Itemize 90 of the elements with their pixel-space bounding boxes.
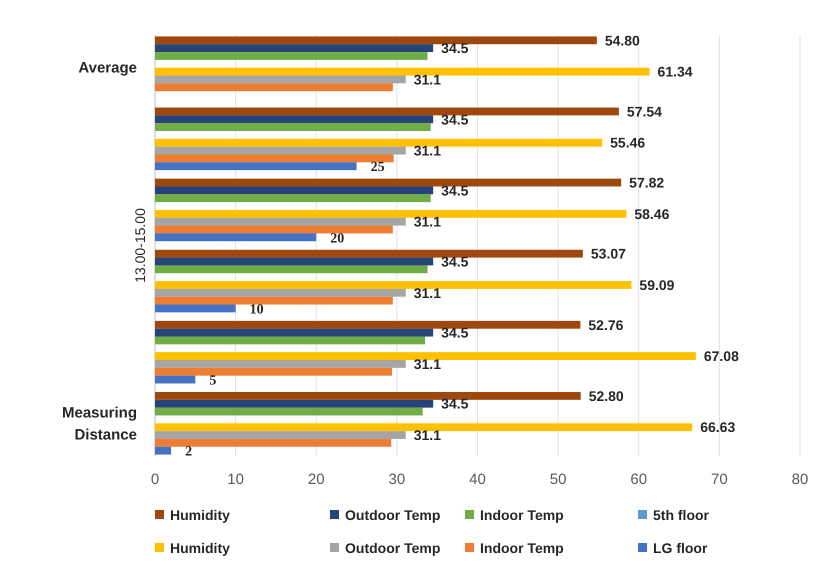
legend-label: Outdoor Temp [345, 540, 440, 556]
y-tick-label: Measuring Distance [62, 404, 137, 444]
data-label: 31.1 [414, 427, 442, 444]
bar [155, 250, 583, 258]
bar [155, 123, 431, 132]
data-label: 58.46 [634, 206, 670, 222]
data-label: 31.1 [414, 284, 442, 301]
data-label: 57.54 [626, 103, 662, 120]
data-label: 31.1 [414, 356, 442, 372]
bar [155, 376, 196, 384]
data-label: 57.82 [629, 174, 664, 191]
x-tick-label: 10 [227, 471, 244, 488]
bar [155, 154, 394, 162]
data-label: 2 [185, 444, 192, 460]
bar [155, 392, 581, 400]
y-axis-title: 13.00-15.00 [132, 208, 148, 283]
data-label: 31.1 [414, 142, 442, 159]
x-tick-label: 50 [550, 471, 566, 488]
data-label: 34.5 [441, 396, 469, 412]
data-label: 34.5 [441, 324, 469, 341]
x-tick-label: 80 [792, 471, 808, 488]
data-label: 54.80 [604, 32, 640, 48]
x-tick-label: 40 [469, 471, 486, 488]
x-tick-label: 60 [630, 471, 648, 488]
bar [155, 446, 172, 455]
legend-label: 5th floor [653, 507, 710, 523]
legend-label: LG floor [653, 540, 708, 556]
x-tick-label: 0 [150, 471, 160, 488]
bar [155, 288, 406, 297]
data-label: 61.34 [658, 64, 693, 80]
bar [155, 408, 423, 416]
legend-label: Indoor Temp [480, 540, 564, 556]
bar [155, 162, 357, 170]
data-label: 31.1 [414, 214, 442, 230]
bar [155, 233, 316, 242]
bar [155, 210, 626, 218]
x-tick-label: 20 [308, 471, 325, 488]
data-label: 34.5 [441, 111, 469, 128]
data-label: 59.09 [639, 276, 675, 293]
legend-label: Outdoor Temp [345, 507, 440, 523]
bar [155, 431, 406, 439]
bar [155, 44, 434, 52]
bar [155, 258, 434, 266]
bar [155, 328, 434, 337]
data-label: 52.76 [588, 316, 624, 333]
data-label: 5 [209, 374, 216, 389]
bar [155, 178, 622, 186]
bar [155, 115, 434, 124]
x-tick-label: 70 [711, 471, 728, 488]
bar [155, 352, 696, 360]
bar [155, 320, 580, 329]
data-label: 34.5 [441, 254, 469, 270]
bar [155, 265, 428, 274]
bar [155, 68, 650, 76]
bar [155, 146, 406, 154]
data-label: 67.08 [704, 348, 740, 364]
bar [155, 36, 597, 44]
bar [155, 194, 431, 202]
data-label: 20 [330, 231, 344, 246]
bar [155, 218, 406, 226]
data-label: 25 [370, 160, 385, 176]
bar [155, 400, 434, 408]
x-tick-label: 30 [388, 471, 406, 488]
data-label: 34.5 [441, 182, 469, 198]
bar [155, 138, 602, 147]
bar [155, 336, 426, 344]
bar [155, 76, 406, 84]
bar [155, 83, 393, 92]
bar [155, 368, 392, 376]
y-tick-label: Average [78, 60, 137, 77]
data-label: 10 [250, 302, 264, 318]
bar [155, 304, 236, 312]
bar [155, 296, 393, 305]
data-label: 52.80 [588, 388, 624, 404]
bar [155, 52, 428, 60]
bar [155, 438, 392, 447]
data-label: 34.5 [441, 40, 469, 56]
data-label: 55.46 [610, 134, 646, 151]
bar [155, 226, 393, 234]
data-label: 53.07 [590, 246, 626, 262]
legend-label: Humidity [170, 540, 230, 556]
bar [155, 360, 406, 368]
legend-label: Humidity [170, 507, 230, 523]
bar [155, 108, 619, 116]
bar [155, 281, 632, 289]
data-label: 31.1 [414, 71, 442, 88]
legend-label: Indoor Temp [480, 507, 564, 523]
data-label: 66.63 [700, 419, 736, 436]
bar [155, 186, 434, 194]
bar [155, 423, 692, 432]
